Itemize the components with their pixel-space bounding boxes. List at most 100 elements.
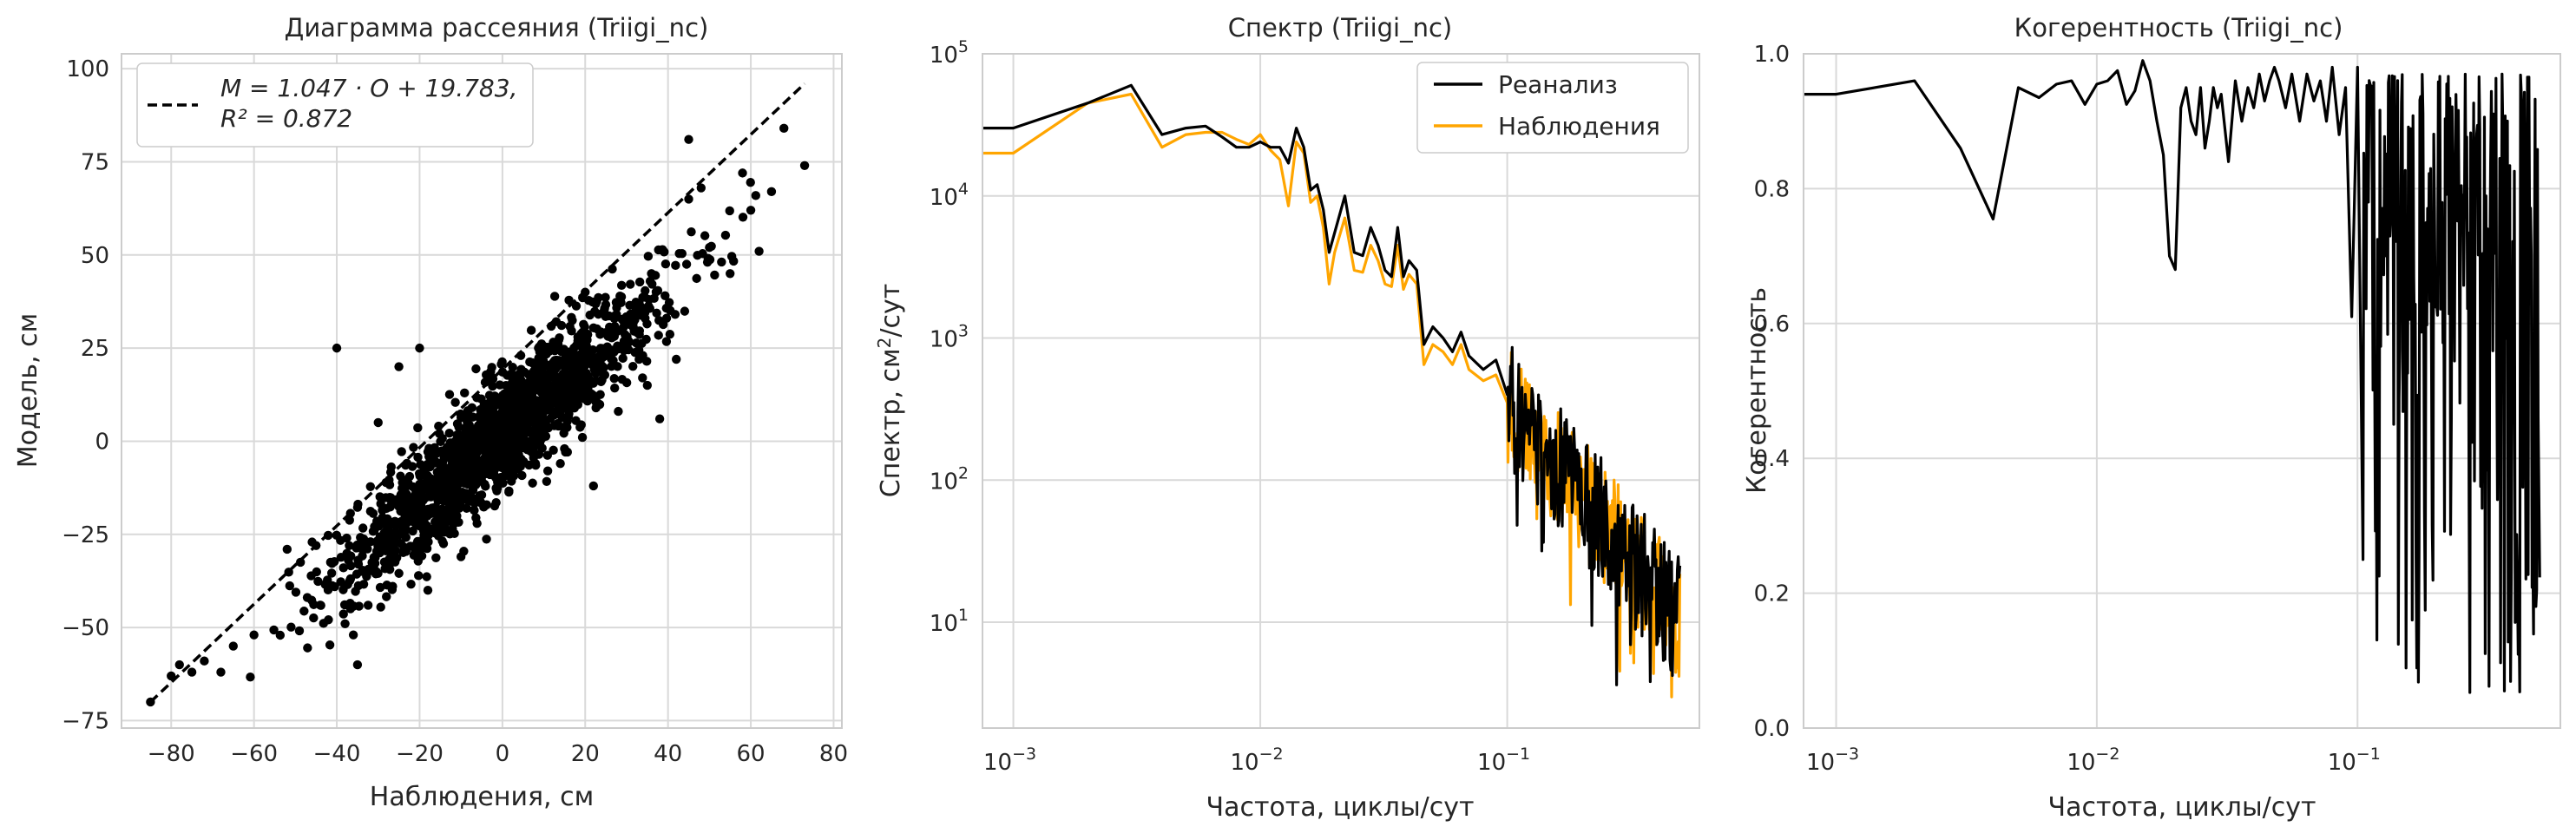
scatter-point xyxy=(619,336,629,346)
scatter-point xyxy=(464,460,474,469)
scatter-point xyxy=(399,526,409,535)
scatter-x-tick-label: 80 xyxy=(819,741,848,767)
scatter-point xyxy=(479,400,489,410)
scatter-point xyxy=(497,357,507,367)
scatter-point xyxy=(549,421,559,430)
scatter-point xyxy=(332,343,342,353)
scatter-legend-box xyxy=(136,62,534,148)
scatter-point xyxy=(358,567,367,576)
scatter-point xyxy=(358,523,368,533)
scatter-point xyxy=(506,424,516,435)
scatter-point xyxy=(503,371,512,380)
spectrum-legend-box xyxy=(1416,62,1689,154)
scatter-point xyxy=(461,425,470,436)
spectrum-y-tick-label: 105 xyxy=(930,37,969,69)
scatter-point xyxy=(200,656,209,666)
scatter-y-tick-label: −50 xyxy=(62,615,109,641)
scatter-point xyxy=(388,581,398,591)
scatter-point xyxy=(645,304,654,313)
scatter-y-tick-label: −25 xyxy=(62,522,109,548)
scatter-point xyxy=(484,442,495,451)
scatter-y-tick-label: 50 xyxy=(81,243,109,269)
scatter-point xyxy=(246,673,255,682)
coherence-title: Когерентность (Triigi_nc) xyxy=(2014,13,2343,43)
scatter-point xyxy=(725,206,734,216)
scatter-point xyxy=(638,351,647,360)
scatter-point xyxy=(388,546,398,555)
scatter-point xyxy=(397,516,407,526)
scatter-x-tick-label: 20 xyxy=(571,741,600,767)
scatter-point xyxy=(472,393,482,403)
scatter-point xyxy=(501,381,511,390)
scatter-y-tick-label: 75 xyxy=(81,149,109,175)
scatter-point xyxy=(352,540,362,550)
scatter-point xyxy=(358,580,369,589)
scatter-point xyxy=(661,303,671,313)
scatter-point xyxy=(414,469,424,478)
scatter-point xyxy=(411,548,420,557)
scatter-point xyxy=(345,509,355,518)
scatter-point xyxy=(404,502,414,512)
scatter-point xyxy=(705,243,714,253)
scatter-point xyxy=(671,260,680,271)
scatter-point xyxy=(710,270,720,280)
scatter-point xyxy=(228,641,238,651)
scatter-point xyxy=(340,619,350,629)
scatter-point xyxy=(581,338,590,347)
scatter-point xyxy=(542,466,553,476)
scatter-point xyxy=(376,499,385,509)
spectrum-y-tick-label: 101 xyxy=(930,606,969,637)
scatter-point xyxy=(411,489,420,499)
scatter-point xyxy=(406,579,416,589)
spectrum-x-tick-label: 10−1 xyxy=(1477,745,1530,776)
scatter-point xyxy=(595,399,605,410)
spectrum-ticks: 10−3 10−2 10−1 101 102 103 104 105 xyxy=(930,37,1530,776)
scatter-points xyxy=(146,123,810,707)
scatter-frame xyxy=(121,53,843,729)
spectrum-lines xyxy=(982,83,1682,699)
scatter-point xyxy=(491,450,501,460)
scatter-point xyxy=(538,423,549,432)
scatter-point xyxy=(642,380,653,390)
scatter-point xyxy=(345,561,356,571)
scatter-point xyxy=(291,587,301,597)
scatter-point xyxy=(354,601,364,611)
scatter-point xyxy=(423,585,433,595)
spectrum-y-tick-label: 103 xyxy=(930,322,969,353)
scatter-point xyxy=(626,279,635,289)
scatter-point xyxy=(413,556,424,566)
scatter-point xyxy=(444,482,453,491)
scatter-point xyxy=(652,308,661,318)
scatter-point xyxy=(492,428,503,437)
scatter-point xyxy=(309,613,319,623)
scatter-point xyxy=(417,493,428,502)
scatter-point xyxy=(456,552,466,561)
scatter-point xyxy=(415,343,424,353)
scatter-point xyxy=(433,475,443,484)
spectrum-plot-area xyxy=(982,54,1699,728)
scatter-point xyxy=(643,252,654,261)
scatter-fit-line-group xyxy=(149,82,806,704)
scatter-point xyxy=(486,424,496,434)
scatter-point xyxy=(345,575,355,586)
coherence-panel: Когерентность (Triigi_nc) 10−3 10−2 10−1 0.… xyxy=(1742,13,2561,823)
spectrum-reanalysis-line xyxy=(982,83,1682,686)
scatter-point xyxy=(684,135,693,144)
scatter-point xyxy=(537,443,547,453)
spectrum-title: Спектр (Triigi_nc) xyxy=(1228,13,1453,43)
coherence-x-tick-label: 10−3 xyxy=(1806,745,1859,776)
scatter-point xyxy=(471,513,481,522)
scatter-y-tick-label: −75 xyxy=(62,708,109,734)
scatter-point xyxy=(282,544,292,555)
scatter-point xyxy=(286,622,296,632)
scatter-point xyxy=(746,178,755,187)
scatter-point xyxy=(631,298,641,307)
scatter-point xyxy=(700,231,710,240)
scatter-point xyxy=(779,123,789,134)
scatter-point xyxy=(470,505,479,515)
scatter-point xyxy=(516,408,525,418)
scatter-point xyxy=(582,396,593,406)
scatter-x-tick-label: −80 xyxy=(148,741,195,767)
scatter-point xyxy=(532,410,542,421)
scatter-point xyxy=(390,557,400,567)
